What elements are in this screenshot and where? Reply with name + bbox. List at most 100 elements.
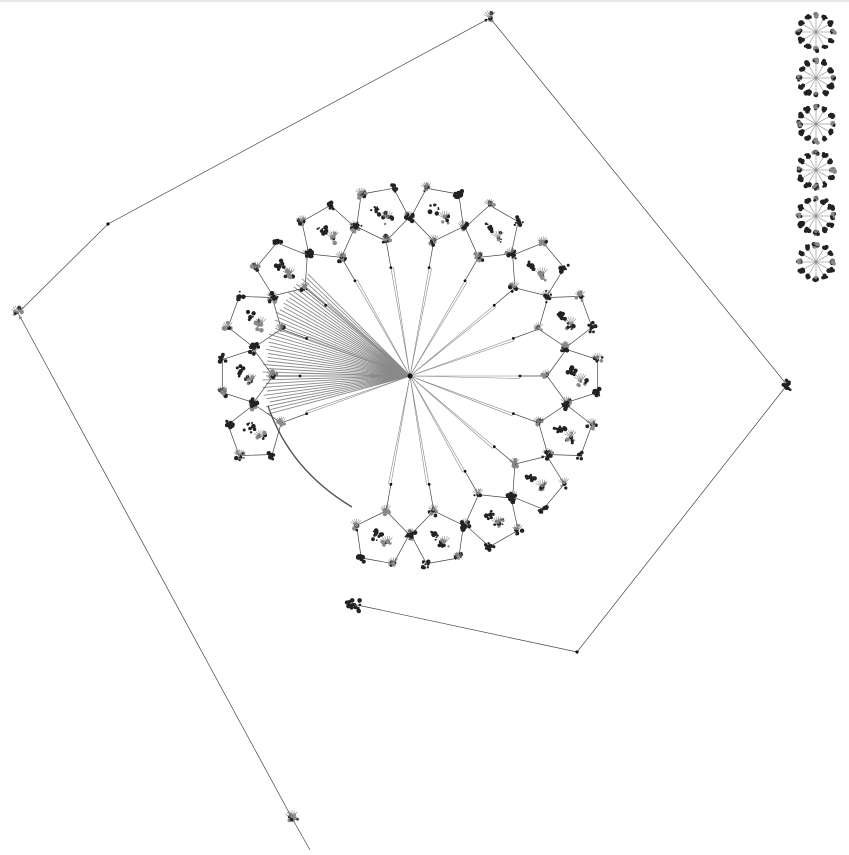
cluster-outline	[221, 348, 274, 404]
leaf-edge	[510, 458, 516, 465]
leaf-node	[278, 263, 281, 266]
corner-subcluster	[507, 281, 520, 293]
leaf-node	[446, 221, 450, 225]
leaf-edge	[356, 519, 360, 526]
leaf-edge	[286, 267, 290, 276]
side-spoke	[815, 155, 825, 171]
leaf-node	[574, 295, 579, 300]
side-leaf	[795, 212, 803, 219]
leaf-edge	[341, 252, 346, 258]
leaf-node	[383, 222, 387, 226]
leaf-edge	[589, 418, 593, 425]
leaf-edge	[489, 10, 493, 19]
spoke-line	[409, 306, 497, 377]
leaf-edge	[476, 251, 479, 258]
leaf-edge	[387, 537, 393, 544]
leaf-node	[805, 227, 808, 230]
leaf-edge	[574, 376, 582, 382]
corner-subcluster	[591, 353, 604, 363]
leaf-node	[488, 513, 492, 517]
leaf-edge	[558, 480, 565, 485]
leaf-node	[805, 15, 809, 20]
fan-line	[266, 348, 411, 377]
side-leaf	[826, 222, 835, 228]
leaf-node	[800, 159, 804, 164]
leaf-node	[547, 456, 550, 460]
leaf-node	[436, 534, 439, 537]
corner-subcluster	[585, 418, 598, 431]
leaf-edge	[439, 212, 445, 219]
fan-line	[262, 375, 411, 389]
leaf-node	[544, 450, 549, 455]
cluster-outline	[546, 348, 599, 404]
leaf-edge	[281, 417, 286, 424]
leaf-node	[445, 218, 448, 221]
side-leaf	[798, 111, 805, 119]
leaf-node	[289, 817, 294, 822]
inner-subcluster	[242, 422, 257, 434]
leaf-edge	[542, 268, 548, 276]
leaf-node	[596, 391, 600, 395]
leaf-edge	[540, 236, 544, 243]
corner-subcluster	[275, 416, 286, 427]
leaf-node	[799, 252, 804, 257]
corner-subcluster	[267, 369, 279, 380]
side-leaf	[813, 195, 819, 202]
side-leaf	[812, 275, 819, 283]
side-leaf	[798, 129, 805, 137]
leaf-node	[806, 198, 810, 201]
leaf-edge	[563, 341, 567, 348]
leaf-node	[311, 253, 313, 256]
leaf-edge	[282, 270, 290, 276]
leaf-node	[807, 137, 811, 141]
inner-subcluster	[427, 203, 440, 216]
leaf-edge	[515, 524, 519, 531]
ring-cluster	[351, 183, 416, 270]
leaf-edge	[464, 519, 470, 525]
leaf-node	[505, 493, 511, 498]
leaf-node	[513, 494, 516, 497]
leaf-node	[822, 153, 827, 158]
side-leaf	[797, 174, 804, 183]
leaf-edge	[433, 235, 439, 242]
leaf-edge	[285, 813, 293, 819]
leaf-node	[252, 400, 256, 405]
leaf-edge	[815, 138, 819, 142]
leaf-node	[828, 83, 831, 87]
leaf-node	[218, 359, 222, 362]
leaf-node	[540, 328, 543, 331]
leaf-edge	[474, 252, 479, 258]
leaf-node	[466, 520, 471, 525]
leaf-node	[18, 316, 22, 320]
leaf-node	[590, 324, 593, 328]
leaf-node	[405, 216, 409, 220]
corner-subcluster	[355, 187, 368, 200]
leaf-node	[600, 356, 604, 359]
leaf-edge	[489, 200, 495, 206]
leaf-edge	[564, 478, 569, 485]
cluster-connector	[385, 484, 392, 511]
leaf-node	[456, 195, 460, 200]
leaf-node	[822, 108, 825, 111]
leaf-edge	[538, 323, 544, 330]
leaf-edge	[542, 479, 546, 488]
leaf-node	[255, 435, 260, 440]
leaf-node	[584, 381, 587, 385]
leaf-edge	[408, 211, 412, 218]
leaf-edge	[535, 270, 543, 276]
side-cluster	[795, 195, 837, 237]
leaf-node	[545, 301, 548, 304]
leaf-node	[251, 422, 253, 424]
leaf-node	[822, 246, 826, 250]
leaf-node	[379, 532, 385, 537]
leaf-edge	[289, 810, 293, 819]
leaf-node	[351, 226, 354, 229]
leaf-node	[331, 207, 335, 211]
corner-subcluster	[221, 320, 233, 331]
leaf-edge	[255, 261, 259, 269]
leaf-edge	[385, 235, 391, 242]
leaf-node	[473, 494, 476, 497]
leaf-edge	[250, 373, 254, 382]
leaf-node	[319, 229, 324, 233]
leaf-edge	[580, 373, 584, 382]
